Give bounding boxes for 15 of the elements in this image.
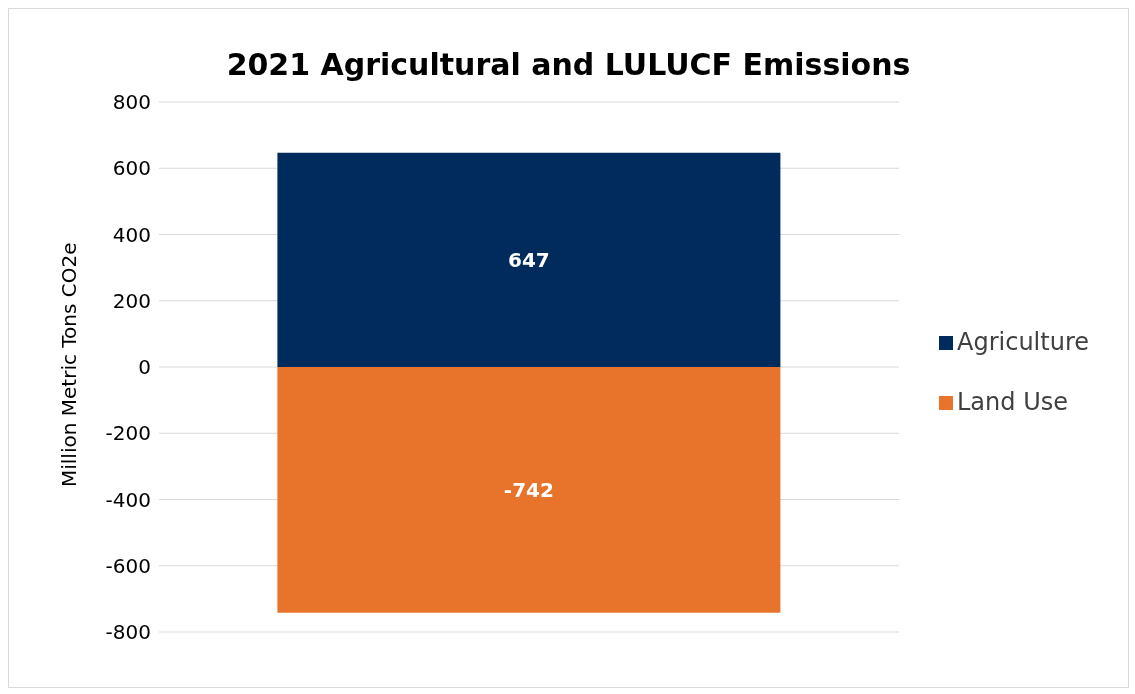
data-label: 647 bbox=[508, 247, 550, 272]
y-tick-label: 400 bbox=[112, 222, 151, 247]
legend-label: Agriculture bbox=[957, 328, 1089, 356]
y-tick-label: -800 bbox=[105, 620, 151, 645]
y-tick-label: 600 bbox=[112, 156, 151, 181]
y-axis-title: Million Metric Tons CO2e bbox=[57, 242, 82, 487]
y-tick-label: 200 bbox=[112, 288, 151, 313]
y-tick-label: 800 bbox=[112, 90, 151, 115]
y-tick-label: 0 bbox=[138, 355, 151, 380]
y-tick-label: -400 bbox=[105, 487, 151, 512]
legend-label: Land Use bbox=[957, 388, 1068, 416]
y-tick-label: -600 bbox=[105, 553, 151, 578]
chart-title: 2021 Agricultural and LULUCF Emissions bbox=[225, 47, 912, 82]
y-tick-label: -200 bbox=[105, 421, 151, 446]
data-label: -742 bbox=[503, 477, 554, 502]
